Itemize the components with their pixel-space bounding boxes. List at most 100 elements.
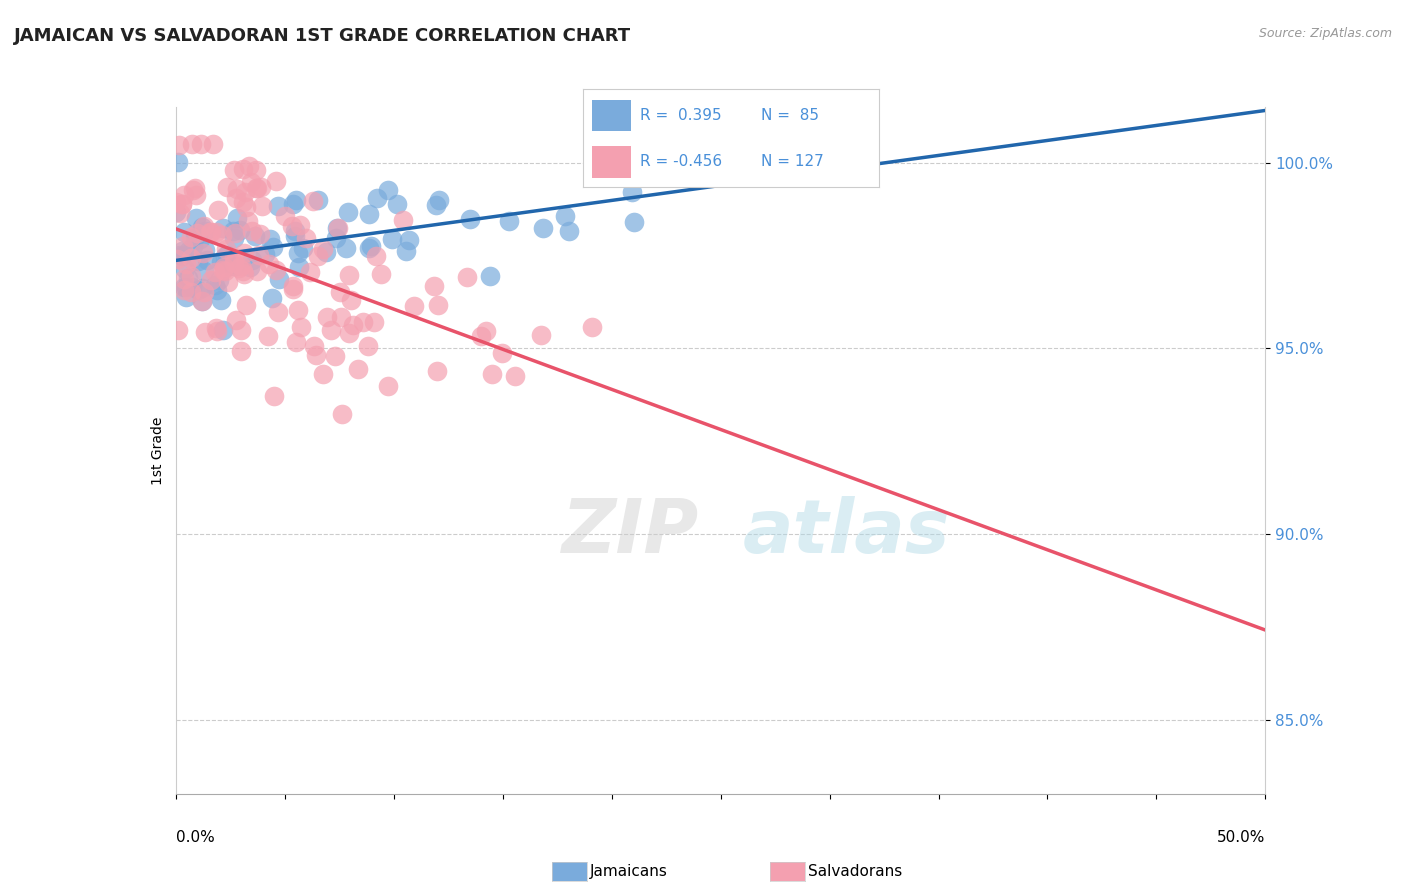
Point xyxy=(207,202,229,217)
Point xyxy=(307,249,329,263)
Point xyxy=(184,188,207,202)
Point xyxy=(299,264,322,278)
Bar xyxy=(592,146,631,178)
Point xyxy=(200,226,222,240)
Point xyxy=(238,214,260,228)
Point xyxy=(503,369,526,384)
Text: 50.0%: 50.0% xyxy=(1218,830,1265,845)
Point xyxy=(214,249,236,263)
Point xyxy=(558,224,581,238)
Point xyxy=(329,285,352,300)
Point xyxy=(284,228,307,243)
Point xyxy=(224,255,246,269)
Point xyxy=(231,260,253,274)
Point xyxy=(228,261,250,276)
Point xyxy=(224,226,246,240)
Point xyxy=(288,219,311,233)
Point xyxy=(179,243,201,257)
Point xyxy=(325,231,347,245)
Point xyxy=(217,259,239,273)
Point xyxy=(173,284,195,298)
Point xyxy=(214,264,236,278)
Point xyxy=(377,378,399,392)
Point xyxy=(180,269,202,284)
Point xyxy=(222,163,245,178)
Point xyxy=(233,267,256,281)
Point xyxy=(288,260,311,275)
Point xyxy=(531,220,554,235)
Point xyxy=(184,230,207,244)
Point xyxy=(235,186,257,200)
Point xyxy=(491,346,513,360)
Point xyxy=(184,211,207,225)
Point xyxy=(180,251,202,265)
Point xyxy=(281,219,304,233)
Point xyxy=(173,261,195,276)
Text: Salvadorans: Salvadorans xyxy=(808,864,903,879)
Point xyxy=(222,224,245,238)
Point xyxy=(174,280,197,294)
Point xyxy=(281,279,304,293)
Point xyxy=(229,223,252,237)
Point xyxy=(170,249,193,263)
Point xyxy=(169,137,191,152)
Point xyxy=(194,224,217,238)
Point xyxy=(395,244,418,259)
Point xyxy=(621,185,644,199)
Point xyxy=(292,241,315,255)
Point xyxy=(342,318,364,333)
Point xyxy=(259,232,281,246)
Point xyxy=(329,310,352,324)
Text: Source: ZipAtlas.com: Source: ZipAtlas.com xyxy=(1258,27,1392,40)
Point xyxy=(232,246,254,260)
Point xyxy=(184,181,207,195)
Point xyxy=(167,323,190,337)
Text: R = -0.456: R = -0.456 xyxy=(640,154,721,169)
Point xyxy=(172,238,194,252)
Point xyxy=(198,225,221,239)
Point xyxy=(315,244,337,259)
Point xyxy=(357,207,380,221)
Text: Jamaicans: Jamaicans xyxy=(591,864,668,879)
Point xyxy=(194,325,217,339)
Point xyxy=(224,251,246,265)
Point xyxy=(305,348,328,362)
Point xyxy=(167,154,190,169)
Point xyxy=(224,259,246,273)
Point xyxy=(204,265,226,279)
Point xyxy=(316,310,339,324)
Point xyxy=(229,323,252,337)
Point xyxy=(498,213,520,227)
Point xyxy=(170,197,193,211)
Point xyxy=(287,303,309,318)
Point xyxy=(252,199,274,213)
Point xyxy=(225,191,247,205)
Point xyxy=(326,221,349,235)
Point xyxy=(247,248,270,262)
Point xyxy=(427,193,450,207)
Point xyxy=(337,268,360,282)
Point xyxy=(385,196,408,211)
Point xyxy=(209,255,232,269)
Point xyxy=(195,252,218,267)
Point xyxy=(274,209,297,223)
Point xyxy=(186,226,208,240)
Point xyxy=(264,263,287,277)
Point xyxy=(209,293,232,307)
Point xyxy=(366,191,388,205)
Point xyxy=(330,407,353,421)
Point xyxy=(174,290,197,304)
Point xyxy=(194,244,217,258)
Point xyxy=(381,232,404,246)
Point xyxy=(478,268,501,283)
Point xyxy=(398,233,420,247)
Point xyxy=(217,248,239,262)
Point xyxy=(165,195,187,210)
Point xyxy=(240,175,263,189)
Point xyxy=(458,211,481,226)
Point xyxy=(187,254,209,268)
Point xyxy=(212,221,235,235)
Point xyxy=(232,195,254,210)
Text: ZIP: ZIP xyxy=(561,496,699,569)
Point xyxy=(235,298,257,312)
